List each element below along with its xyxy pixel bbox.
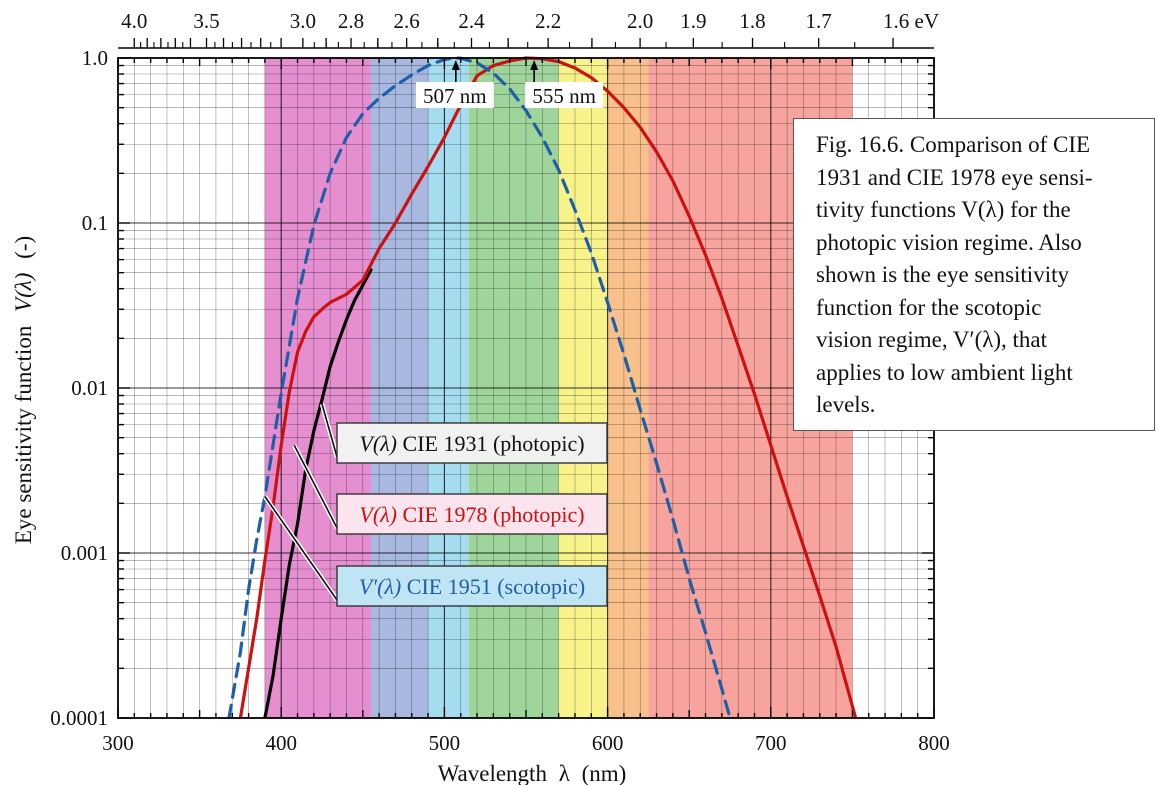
top-axis-label: 1.6 eV — [883, 9, 939, 33]
x-tick-label: 600 — [592, 731, 624, 755]
legend-boxes: V(λ) CIE 1931 (photopic)V(λ) CIE 1978 (p… — [263, 403, 608, 607]
x-tick-label: 300 — [102, 731, 134, 755]
legend-symbol: V(λ) — [359, 431, 397, 456]
caption-line: function for the scotopic — [816, 294, 1042, 320]
legend-text: CIE 1978 (photopic) — [397, 502, 585, 527]
x-tick-label: 800 — [918, 731, 950, 755]
annotations: 507 nm 555 nm — [415, 60, 604, 108]
top-axis-label: 2.6 — [394, 9, 420, 33]
caption-line: tivity functions V(λ) for the — [816, 197, 1071, 222]
peak-label: 555 nm — [532, 84, 596, 108]
series-line-1 — [238, 56, 858, 718]
axis-ticks: 300 400 500 600 700 800 0.0001 0.001 0.01 0.1 1.0 4… — [50, 9, 950, 755]
legend-box-1 — [336, 493, 608, 535]
legend-label-2: V′(λ) CIE 1951 (scotopic) — [359, 574, 585, 599]
caption-line: Fig. 16.6. Comparison of CIE — [816, 132, 1091, 157]
y-tick-label: 0.0001 — [50, 706, 108, 730]
x-tick-label: 400 — [265, 731, 297, 755]
figure-caption: Fig. 16.6. Comparison of CIE 1931 and CI… — [793, 118, 1155, 431]
top-axis-label: 1.8 — [739, 9, 765, 33]
legend-leader-line — [293, 444, 338, 529]
peak-label-bg — [415, 82, 494, 108]
legend-label-1: V(λ) CIE 1978 (photopic) — [359, 502, 584, 527]
top-axis-label: 2.0 — [627, 9, 653, 33]
caption-line: photopic vision regime. Also — [816, 229, 1082, 255]
y-tick-label: 0.1 — [82, 211, 108, 235]
peak-label: 507 nm — [423, 84, 487, 108]
top-axis-label: 2.8 — [338, 9, 364, 33]
legend-symbol: V′(λ) — [359, 574, 401, 599]
x-axis-title-unit: (nm) — [582, 761, 627, 785]
top-axis-label: 3.5 — [193, 9, 219, 33]
top-axis-label: 1.7 — [806, 9, 832, 33]
legend-box-0 — [336, 422, 608, 464]
peak-arrow-head — [451, 60, 460, 70]
caption-line: applies to low ambient light — [816, 359, 1073, 385]
y-axis-title-text: Eye sensitivity function — [11, 325, 36, 544]
legend-text: CIE 1931 (photopic) — [397, 431, 585, 456]
legend-text: CIE 1951 (scotopic) — [401, 574, 585, 599]
top-axis-label: 2.2 — [535, 9, 561, 33]
y-tick-label: 0.001 — [61, 541, 108, 565]
top-axis-label: 3.0 — [290, 9, 316, 33]
x-axis-title-symbol: λ — [559, 761, 571, 785]
peak-arrow-head — [530, 60, 539, 70]
x-tick-label: 500 — [429, 731, 461, 755]
legend-leader-line — [264, 496, 338, 601]
y-tick-label: 1.0 — [82, 46, 108, 70]
x-axis-title-text: Wavelength — [438, 761, 548, 785]
caption-line: vision regime, V′(λ), that — [816, 327, 1048, 352]
y-tick-label: 0.01 — [71, 376, 108, 400]
y-axis-title-symbol: V(λ) — [11, 273, 36, 312]
caption-line: levels. — [816, 392, 876, 417]
series-line-0 — [263, 268, 373, 718]
x-tick-label: 700 — [755, 731, 787, 755]
top-axis-label: 4.0 — [121, 9, 147, 33]
peak-label-bg — [525, 82, 604, 108]
y-axis-title-unit: (-) — [11, 236, 36, 259]
legend-box-2 — [336, 565, 608, 607]
y-axis-title: Eye sensitivity function V(λ) (-) — [11, 236, 36, 544]
legend-label-0: V(λ) CIE 1931 (photopic) — [359, 431, 584, 456]
x-axis-title: Wavelength λ (nm) — [438, 761, 627, 785]
top-axis-label: 2.4 — [458, 9, 485, 33]
legend-symbol: V(λ) — [359, 502, 397, 527]
caption-line: shown is the eye sensitivity — [816, 262, 1069, 287]
legend-leader-line — [321, 403, 338, 458]
caption-line: 1931 and CIE 1978 eye sensi- — [816, 164, 1093, 190]
top-axis-label: 1.9 — [680, 9, 706, 33]
